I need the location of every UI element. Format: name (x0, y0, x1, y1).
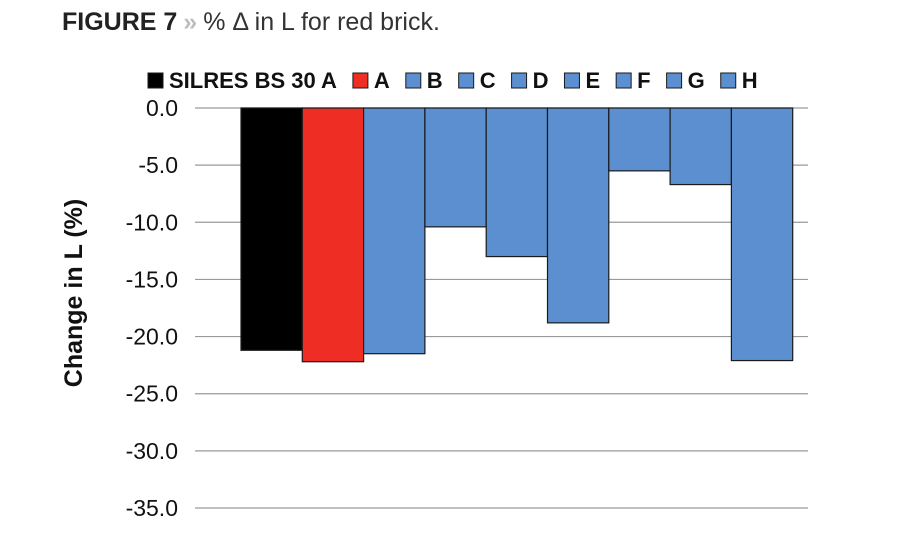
legend-label: G (688, 68, 705, 93)
bars (240, 107, 794, 363)
y-tick-label: -15.0 (126, 266, 178, 292)
legend-swatch (352, 72, 369, 89)
legend-item-b: B (405, 68, 443, 93)
legend-label: E (585, 68, 600, 93)
figure-number: FIGURE 7 (62, 8, 178, 36)
legend-item-c: C (458, 68, 496, 93)
legend-item-e: E (563, 68, 600, 93)
legend-item-g: G (666, 68, 705, 93)
y-axis-label: Change in L (%) (60, 199, 88, 387)
figure-caption: % Δ in L for red brick. (203, 8, 440, 36)
bar-c (424, 107, 487, 228)
legend-label: H (742, 68, 758, 93)
legend-item-a: A (352, 68, 390, 93)
bar-h (730, 107, 794, 362)
figure-title: FIGURE 7»% Δ in L for red brick. (62, 8, 440, 37)
legend-swatch (563, 72, 580, 89)
y-tick-label: -30.0 (126, 438, 178, 464)
legend-swatch (458, 72, 475, 89)
legend-label: A (374, 68, 390, 93)
legend-item-f: F (615, 68, 651, 93)
figure-separator: » (183, 8, 198, 36)
legend-swatch (147, 72, 164, 89)
legend: SILRES BS 30 A A B C D E F G H (147, 68, 758, 93)
y-tick-label: 0.0 (146, 95, 178, 121)
y-tick-label: -25.0 (126, 381, 178, 407)
y-tick-label: -20.0 (126, 324, 178, 350)
bar-f (608, 107, 671, 172)
bar-g (669, 107, 732, 186)
y-tick-labels: 0.0 -5.0 -10.0 -15.0 -20.0 -25.0 -30.0 -35.0 (126, 95, 178, 521)
legend-label: F (637, 68, 650, 93)
legend-item-d: D (511, 68, 549, 93)
legend-label: C (480, 68, 496, 93)
legend-swatch (666, 72, 683, 89)
bar-a (301, 107, 365, 363)
bar-silres-bs-30-a (240, 107, 303, 351)
y-tick-label: -10.0 (126, 209, 178, 235)
y-tick-label: -35.0 (126, 495, 178, 521)
legend-swatch (511, 72, 528, 89)
legend-swatch (405, 72, 422, 89)
legend-item-silres-bs-30-a: SILRES BS 30 A (147, 68, 337, 93)
bar-b (363, 107, 426, 355)
legend-swatch (615, 72, 632, 89)
legend-label: SILRES BS 30 A (169, 68, 337, 93)
legend-label: D (533, 68, 549, 93)
bar-d (485, 107, 549, 258)
legend-item-h: H (720, 68, 758, 93)
bar-e (546, 107, 610, 324)
legend-swatch (720, 72, 737, 89)
y-tick-label: -5.0 (138, 152, 178, 178)
legend-label: B (427, 68, 443, 93)
